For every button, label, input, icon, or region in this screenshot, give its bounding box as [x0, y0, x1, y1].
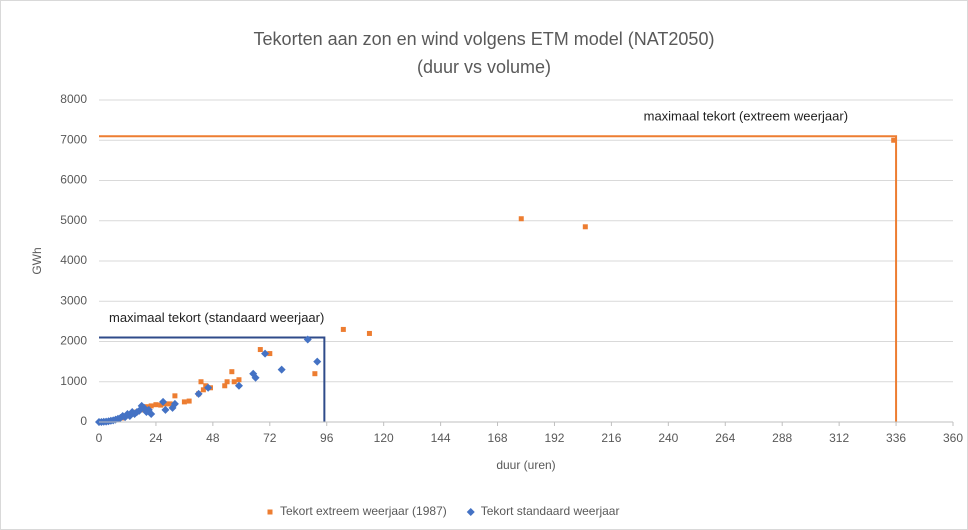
point — [891, 137, 897, 143]
y-axis-label: GWh — [30, 247, 44, 274]
y-tick-label: 5000 — [60, 213, 87, 227]
point — [251, 373, 260, 382]
legend-label: Tekort extreem weerjaar (1987) — [280, 504, 447, 518]
chart-title: Tekorten aan zon en wind volgens ETM mod… — [254, 29, 715, 49]
chart-subtitle: (duur vs volume) — [417, 57, 551, 77]
x-tick-label: 360 — [943, 431, 963, 445]
point — [203, 383, 209, 389]
point — [229, 369, 235, 375]
x-tick-label: 312 — [829, 431, 849, 445]
point — [161, 405, 170, 414]
point — [204, 383, 213, 392]
y-tick-label: 2000 — [60, 334, 87, 348]
point — [236, 377, 242, 383]
x-tick-label: 216 — [601, 431, 621, 445]
x-tick-label: 264 — [715, 431, 735, 445]
y-tick-label: 0 — [80, 414, 87, 428]
y-tick-label: 1000 — [60, 374, 87, 388]
point — [366, 330, 372, 336]
point — [340, 326, 346, 332]
point — [181, 399, 187, 405]
x-tick-label: 192 — [544, 431, 564, 445]
point — [312, 371, 318, 377]
x-axis-label: duur (uren) — [496, 458, 555, 472]
y-tick-label: 7000 — [60, 132, 87, 146]
reference-line — [99, 135, 898, 422]
point — [194, 389, 203, 398]
point — [234, 381, 243, 390]
legend-marker — [466, 508, 475, 516]
annotation: maximaal tekort (standaard weerjaar) — [109, 310, 324, 325]
point — [159, 397, 168, 406]
point — [257, 347, 263, 353]
x-tick-label: 96 — [320, 431, 334, 445]
legend-label: Tekort standaard weerjaar — [481, 504, 620, 518]
point — [313, 357, 322, 366]
point — [153, 402, 159, 408]
x-tick-label: 0 — [96, 431, 103, 445]
point — [186, 398, 192, 404]
y-tick-label: 8000 — [60, 92, 87, 106]
x-tick-label: 336 — [886, 431, 906, 445]
x-tick-label: 72 — [263, 431, 277, 445]
point — [277, 365, 286, 374]
point — [303, 335, 312, 344]
annotation: maximaal tekort (extreem weerjaar) — [644, 109, 848, 124]
point — [518, 216, 524, 222]
reference-line — [99, 336, 326, 422]
y-tick-label: 4000 — [60, 253, 87, 267]
x-tick-label: 288 — [772, 431, 792, 445]
x-tick-label: 168 — [488, 431, 508, 445]
point — [222, 383, 228, 389]
point — [249, 369, 258, 378]
point — [224, 379, 230, 385]
point — [200, 387, 206, 393]
point — [167, 401, 173, 407]
point — [261, 349, 270, 358]
point — [267, 351, 273, 357]
point — [198, 379, 204, 385]
x-tick-label: 24 — [149, 431, 163, 445]
x-tick-label: 48 — [206, 431, 220, 445]
x-tick-label: 120 — [374, 431, 394, 445]
point — [162, 401, 168, 407]
x-tick-label: 240 — [658, 431, 678, 445]
point — [168, 403, 177, 412]
point — [172, 393, 178, 399]
point — [148, 403, 154, 409]
legend-marker — [267, 509, 273, 515]
y-tick-label: 6000 — [60, 173, 87, 187]
y-tick-label: 3000 — [60, 293, 87, 307]
point — [231, 379, 237, 385]
point — [582, 224, 588, 230]
x-tick-label: 144 — [431, 431, 451, 445]
point — [158, 402, 164, 408]
